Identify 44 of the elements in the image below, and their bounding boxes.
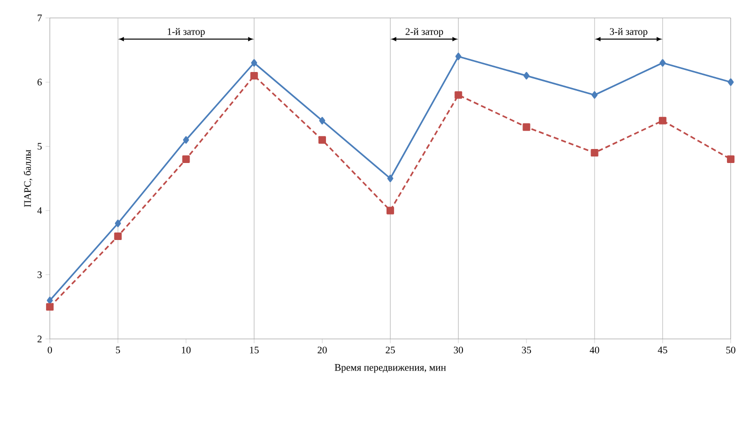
point [522, 123, 530, 132]
point [386, 206, 394, 215]
y-tick-label: 7 [38, 14, 42, 22]
annotation: 2-й затор [406, 28, 444, 38]
point [387, 174, 394, 182]
x-tick-label: 50 [726, 346, 736, 354]
point [660, 59, 666, 67]
point [726, 156, 735, 164]
x-tick-label: 45 [658, 346, 668, 354]
point [728, 78, 734, 86]
y-tick-label: 2 [38, 336, 42, 342]
point [182, 156, 190, 164]
point [454, 91, 462, 99]
point [251, 59, 258, 67]
y-axis-title: ПАРС, баллы [24, 150, 32, 208]
x-tick-label: 30 [454, 346, 463, 354]
x-tick-label: 10 [182, 346, 191, 354]
y-tick-label: 4 [37, 207, 42, 214]
x-tick-label: 15 [250, 346, 259, 354]
point [590, 149, 598, 157]
x-tick-label: 25 [386, 346, 395, 354]
y-tick-label: 5 [38, 143, 42, 150]
point [592, 91, 598, 99]
y-tick-label: 6 [38, 78, 42, 86]
point [318, 136, 326, 144]
point [114, 220, 121, 228]
point [658, 117, 666, 125]
x-tick-label: 35 [522, 346, 532, 354]
y-tick-label: 3 [38, 272, 42, 278]
point [455, 52, 462, 60]
point [319, 117, 326, 125]
point [182, 136, 190, 144]
x-axis-title: Время передвижения, мин [334, 364, 446, 373]
point [250, 72, 258, 80]
point [523, 72, 530, 80]
annotation: 1-й затор [168, 28, 205, 38]
x-tick-label: 0 [48, 346, 52, 354]
x-tick-label: 40 [590, 346, 600, 354]
x-tick-label: 5 [116, 346, 120, 354]
point [46, 296, 53, 304]
x-tick-label: 20 [318, 346, 327, 354]
annotation: 3-й затор [610, 28, 648, 38]
point [114, 232, 122, 240]
point [46, 303, 54, 311]
